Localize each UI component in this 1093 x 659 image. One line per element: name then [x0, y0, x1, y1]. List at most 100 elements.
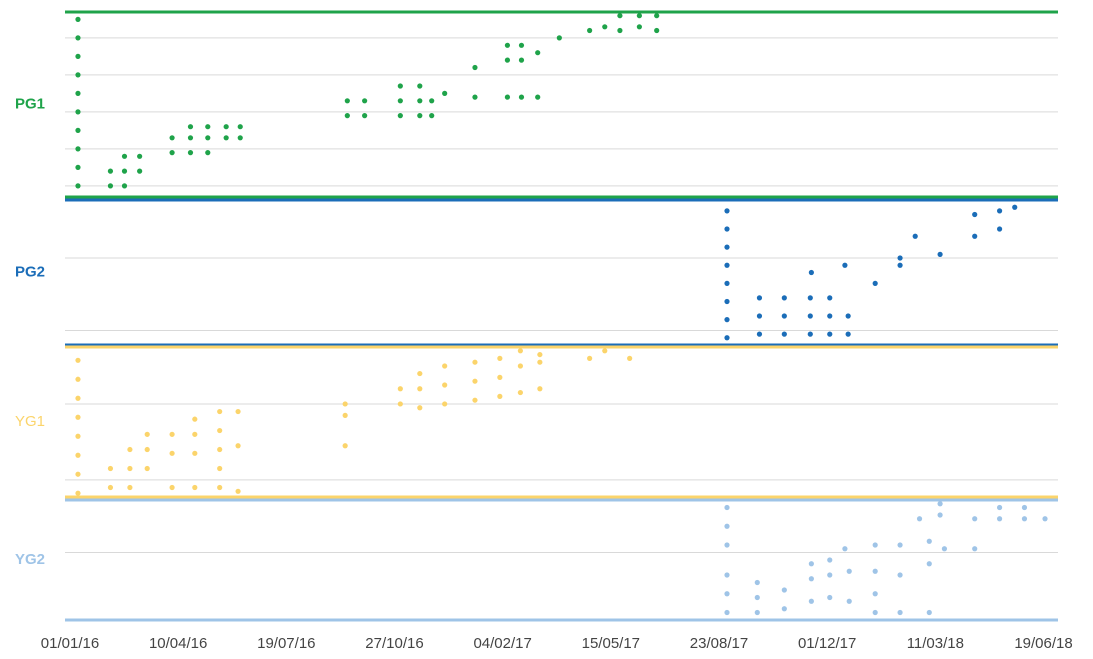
- dot: [842, 262, 848, 268]
- x-tick-label: 19/07/16: [257, 635, 315, 652]
- dot: [724, 280, 730, 286]
- dot: [75, 376, 81, 382]
- dot: [121, 168, 128, 174]
- dot: [807, 295, 813, 301]
- dot: [75, 53, 81, 60]
- dot: [872, 568, 878, 574]
- dot: [627, 355, 633, 361]
- dot: [205, 124, 211, 130]
- dot: [996, 208, 1003, 214]
- dot: [429, 113, 435, 119]
- dot: [724, 609, 730, 616]
- dot: [587, 27, 593, 34]
- dot: [342, 443, 348, 449]
- dot: [897, 572, 903, 578]
- dot: [937, 501, 943, 507]
- y-axis-label: YG1: [15, 413, 45, 430]
- x-tick-label: 04/02/17: [473, 635, 531, 652]
- x-tick-label: 19/06/18: [1014, 635, 1072, 652]
- dot: [972, 546, 978, 552]
- y-axis-label: PG2: [15, 263, 45, 280]
- dot: [472, 378, 478, 384]
- dot: [205, 135, 211, 141]
- dot: [636, 24, 642, 30]
- dot: [442, 90, 448, 96]
- dot: [75, 90, 81, 96]
- x-tick-label: 15/05/17: [582, 635, 640, 652]
- dot: [654, 13, 660, 19]
- dot: [781, 587, 787, 593]
- dot: [223, 124, 229, 130]
- dot: [192, 431, 198, 437]
- dot: [537, 359, 543, 365]
- dot: [397, 83, 403, 89]
- dot: [617, 13, 623, 19]
- dot: [926, 609, 932, 616]
- x-tick-label: 11/03/18: [907, 635, 964, 652]
- dot: [344, 98, 350, 104]
- dot: [75, 471, 81, 477]
- dot: [808, 598, 814, 604]
- dot: [107, 484, 114, 491]
- dot: [127, 446, 133, 453]
- dot: [223, 135, 229, 141]
- dot: [187, 124, 194, 130]
- dot: [107, 168, 114, 174]
- dot: [916, 516, 923, 522]
- dot: [724, 244, 730, 250]
- dot: [845, 313, 851, 319]
- dot: [724, 317, 730, 323]
- dot: [972, 211, 978, 218]
- dot: [504, 42, 511, 48]
- x-tick-label: 27/10/16: [365, 635, 423, 652]
- dot: [845, 331, 851, 337]
- dot: [497, 374, 503, 380]
- dot: [75, 414, 81, 420]
- dot: [827, 331, 833, 337]
- dot: [472, 64, 478, 71]
- dot: [587, 355, 593, 361]
- dot: [897, 262, 903, 268]
- dot: [169, 431, 175, 437]
- dot: [1021, 504, 1028, 511]
- dot: [756, 295, 763, 301]
- dot: [535, 50, 541, 56]
- dot: [724, 208, 730, 214]
- dot: [75, 395, 81, 401]
- dot: [192, 416, 198, 422]
- dot: [517, 348, 523, 354]
- dot: [556, 35, 562, 41]
- dot: [417, 386, 423, 392]
- dot: [235, 408, 241, 415]
- dot: [724, 591, 730, 597]
- dot: [497, 393, 503, 399]
- dot: [235, 488, 241, 494]
- dot: [808, 576, 814, 582]
- dot: [75, 35, 81, 41]
- dot: [187, 135, 194, 141]
- dot: [754, 594, 760, 601]
- dot: [144, 465, 150, 472]
- dot: [75, 490, 81, 496]
- dot: [518, 42, 525, 48]
- dot: [724, 542, 730, 548]
- dot: [442, 401, 448, 407]
- x-tick-label: 01/12/17: [798, 635, 856, 652]
- dot: [192, 484, 198, 491]
- dot: [397, 113, 403, 119]
- dot: [654, 27, 660, 34]
- dot: [872, 591, 878, 597]
- dot: [724, 298, 730, 305]
- dot: [724, 523, 730, 529]
- dot: [996, 504, 1003, 511]
- dot: [472, 359, 478, 365]
- dot: [75, 146, 81, 152]
- dot: [827, 594, 833, 601]
- dot: [517, 363, 523, 369]
- dot: [724, 335, 730, 341]
- dot: [996, 516, 1003, 522]
- dot: [127, 465, 133, 472]
- dot: [169, 450, 175, 456]
- dot: [472, 397, 478, 403]
- y-axis-label: YG2: [15, 551, 45, 568]
